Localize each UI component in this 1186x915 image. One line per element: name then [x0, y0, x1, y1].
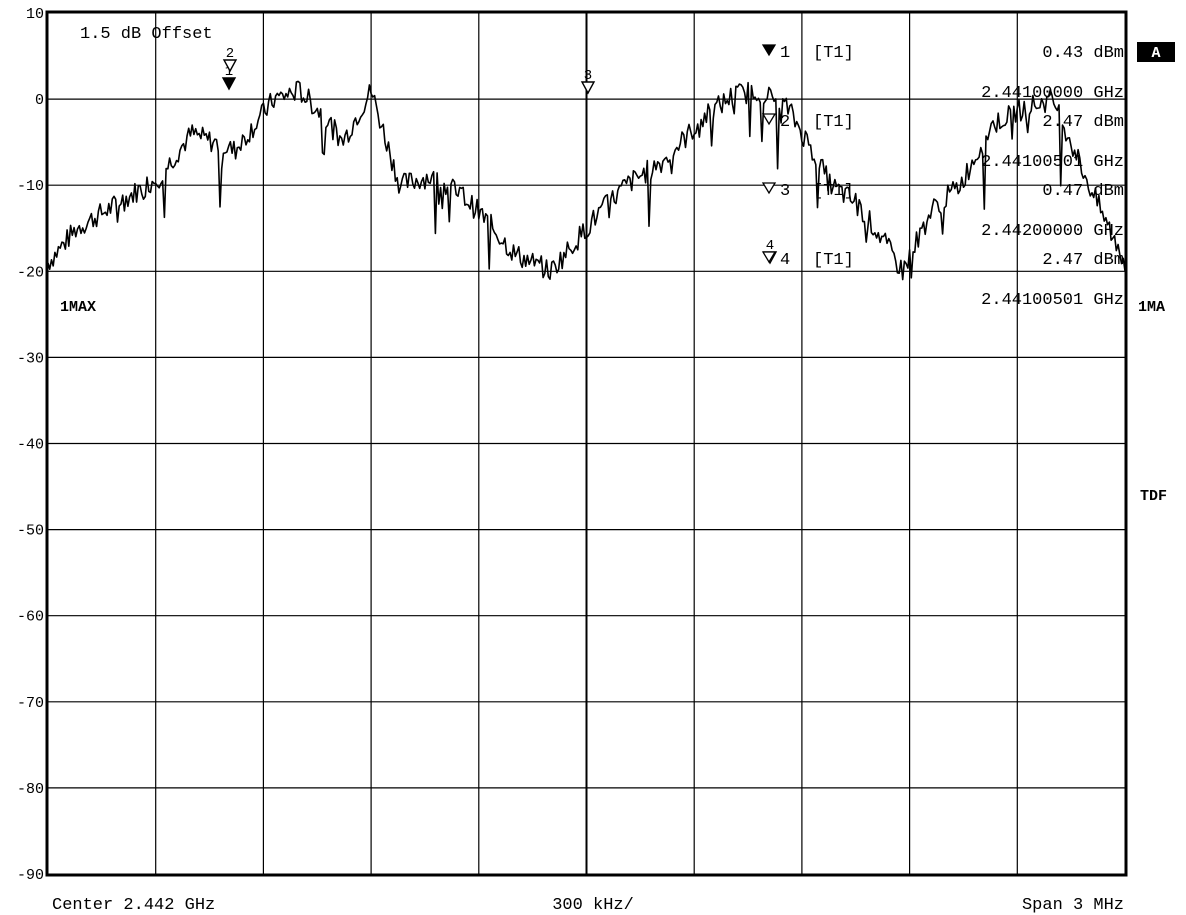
y-tick-label: -30 [17, 350, 44, 367]
y-tick-label: -40 [17, 437, 44, 454]
side-trace-label: 1MA [1138, 299, 1165, 316]
marker-4-label: 4 [766, 238, 774, 254]
marker-table-2-symbol [761, 113, 777, 126]
marker-table: 1 [T1] 0.43 dBm 2.44100000 GHz 2 [T1] 2.47 dBm… [761, 44, 1124, 310]
marker-table-4-number: 4 [780, 251, 790, 270]
marker-table-2-frequency: 2.44100501 GHz [981, 153, 1124, 172]
marker-table-4-frequency: 2.44100501 GHz [981, 291, 1124, 310]
marker-1-triangle [221, 77, 237, 91]
y-tick-label: -10 [17, 178, 44, 195]
marker-table-2-level: 2.47 dBm [1042, 113, 1124, 132]
marker-table-1-level: 0.43 dBm [1042, 44, 1124, 63]
marker-table-3-frequency: 2.44200000 GHz [981, 222, 1124, 241]
marker-3-label: 3 [584, 68, 592, 84]
marker-table-3-number: 3 [780, 182, 790, 201]
marker-table-1-frequency: 2.44100000 GHz [981, 84, 1124, 103]
footer-division: 300 kHz/ [552, 896, 634, 915]
y-tick-label: -60 [17, 609, 44, 626]
y-tick-label: -20 [17, 264, 44, 281]
y-tick-label: -70 [17, 695, 44, 712]
marker-2-triangle [222, 59, 238, 73]
trace-group [47, 80, 1126, 281]
marker-table-1-number: 1 [780, 44, 790, 63]
footer-center-frequency: Center 2.442 GHz [52, 896, 215, 915]
y-tick-label: 0 [35, 92, 44, 109]
offset-label: 1.5 dB Offset [80, 25, 213, 44]
marker-table-3-level: 0.47 dBm [1042, 182, 1124, 201]
side-box-label: A [1151, 45, 1160, 62]
y-tick-label: 10 [26, 6, 44, 23]
marker-table-3-trace: [T1] [813, 182, 854, 201]
marker-table-4-trace: [T1] [813, 251, 854, 270]
marker-table-4-level: 2.47 dBm [1042, 251, 1124, 270]
plot-frame [45, 10, 1128, 877]
marker-1-label: 1 [225, 64, 233, 80]
side-tdf-label: TDF [1140, 488, 1167, 505]
y-tick-labels: 10 0 -10 -20 -30 -40 -50 -60 -70 -80 -90 [17, 6, 44, 884]
footer-span: Span 3 MHz [1022, 896, 1124, 915]
trace-line [47, 80, 1126, 281]
marker-table-4-symbol [761, 251, 777, 264]
marker-table-1-symbol [761, 44, 777, 57]
marker-table-2-number: 2 [780, 113, 790, 132]
marker-table-2-trace: [T1] [813, 113, 854, 132]
side-box-a [1137, 42, 1175, 62]
marker-3-triangle [580, 81, 596, 95]
grid [48, 13, 1125, 874]
marker-2-label: 2 [226, 46, 234, 62]
y-tick-label: -80 [17, 781, 44, 798]
markers-group: 1 2 3 4 [221, 46, 778, 265]
marker-table-1-trace: [T1] [813, 44, 854, 63]
trace-label: 1MAX [60, 299, 96, 316]
y-tick-label: -90 [17, 867, 44, 884]
marker-table-3-symbol [761, 182, 777, 195]
y-tick-label: -50 [17, 523, 44, 540]
